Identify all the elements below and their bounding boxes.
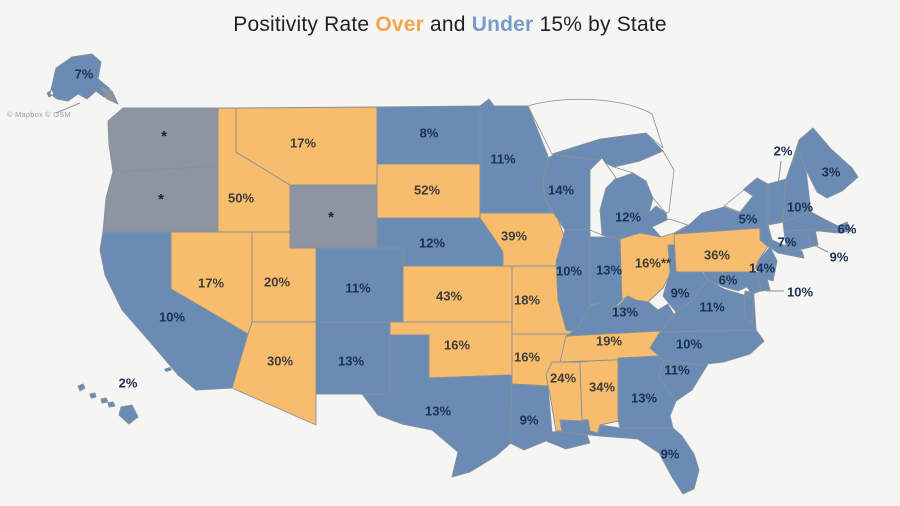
state-label-al: 34% [589, 380, 615, 395]
state-label-ga: 13% [631, 391, 657, 406]
state-maine[interactable] [791, 127, 859, 199]
state-rhode-island[interactable] [806, 228, 819, 248]
state-label-la: 9% [520, 413, 539, 428]
lake-ontario [723, 189, 754, 213]
state-north-carolina[interactable] [649, 329, 765, 366]
leader-lines-layer [766, 160, 837, 292]
state-label-ca: 10% [159, 310, 185, 325]
state-label-me: 3% [822, 165, 841, 180]
state-label-ut: 20% [264, 275, 290, 290]
state-new-york[interactable] [673, 177, 805, 259]
state-label-wa: * [161, 128, 167, 145]
state-label-ok: 16% [444, 338, 470, 353]
state-label-or: * [158, 191, 164, 208]
state-colorado[interactable] [315, 247, 404, 323]
state-label-de: 10% [787, 285, 813, 300]
chart-title: Positivity Rate Over and Under 15% by St… [0, 13, 900, 37]
alaska-panhandle [99, 86, 119, 105]
state-label-ar: 16% [514, 350, 540, 365]
state-california[interactable] [99, 231, 249, 391]
title-part2: and [424, 13, 472, 36]
great-lakes-layer [527, 98, 754, 238]
state-label-sc: 11% [664, 363, 690, 378]
state-label-tx: 13% [425, 404, 451, 419]
lake-michigan [589, 157, 617, 236]
map-attribution[interactable]: © Mapbox © OSM [7, 110, 71, 119]
state-label-ri: 9% [830, 250, 849, 265]
state-label-nv: 17% [198, 276, 224, 291]
state-texas[interactable] [361, 334, 513, 478]
state-label-ky: 13% [612, 305, 638, 320]
state-label-ma: 6% [838, 222, 857, 237]
state-label-ia: 39% [501, 229, 527, 244]
title-over-word: Over [375, 13, 424, 36]
state-labels-layer: 7% 2% * * * 50% 17% 8% 52% 12% 43% 16% 13% 13% 30% 20% 1… [75, 67, 857, 462]
leader-line-ri [811, 243, 829, 253]
state-label-fl: 9% [661, 447, 680, 462]
state-label-nm: 13% [338, 354, 364, 369]
state-label-wv: 9% [671, 286, 690, 301]
channel-islands [164, 367, 185, 377]
lake-huron [613, 150, 675, 214]
state-label-ks: 43% [436, 289, 462, 304]
state-label-tn: 19% [596, 334, 622, 349]
state-label-co: 11% [345, 281, 371, 296]
state-label-id: 50% [228, 191, 254, 206]
state-label-wi: 14% [548, 183, 574, 198]
state-label-wy: * [328, 209, 334, 226]
state-florida[interactable] [559, 419, 700, 495]
state-label-nc: 10% [676, 337, 702, 352]
state-label-nd: 8% [420, 126, 439, 141]
state-label-ny: 5% [739, 212, 758, 227]
state-label-vt: 2% [774, 144, 793, 159]
state-label-mo: 18% [514, 293, 540, 308]
state-iowa[interactable] [479, 212, 567, 267]
state-label-ak: 7% [75, 67, 94, 82]
state-label-va: 11% [699, 300, 725, 315]
state-label-il: 10% [556, 264, 582, 279]
state-label-hi: 2% [119, 376, 138, 391]
state-label-ne: 12% [419, 236, 445, 251]
title-part3: 15% by State [533, 13, 667, 36]
state-hawaii[interactable] [77, 383, 139, 425]
state-label-az: 30% [267, 354, 293, 369]
state-label-mn: 11% [490, 152, 516, 167]
state-louisiana[interactable] [509, 383, 591, 451]
state-label-mi: 12% [615, 210, 641, 225]
title-part1: Positivity Rate [233, 13, 376, 36]
state-label-nh: 10% [787, 200, 813, 215]
state-label-ms: 24% [550, 371, 576, 386]
state-label-mt: 17% [290, 136, 316, 151]
state-label-pa: 36% [704, 248, 730, 263]
state-label-oh: 16%** [635, 256, 672, 271]
lake-erie [651, 218, 689, 238]
title-under-word: Under [471, 13, 534, 36]
state-label-ct: 7% [778, 235, 797, 250]
states-layer [46, 53, 859, 495]
state-label-sd: 52% [414, 183, 440, 198]
state-label-in: 13% [596, 263, 622, 278]
leader-line-vt [776, 160, 782, 195]
aleutian-chain-line [55, 102, 81, 114]
state-label-nj: 14% [749, 261, 775, 276]
state-label-md: 6% [719, 273, 738, 288]
lake-superior [527, 98, 664, 155]
